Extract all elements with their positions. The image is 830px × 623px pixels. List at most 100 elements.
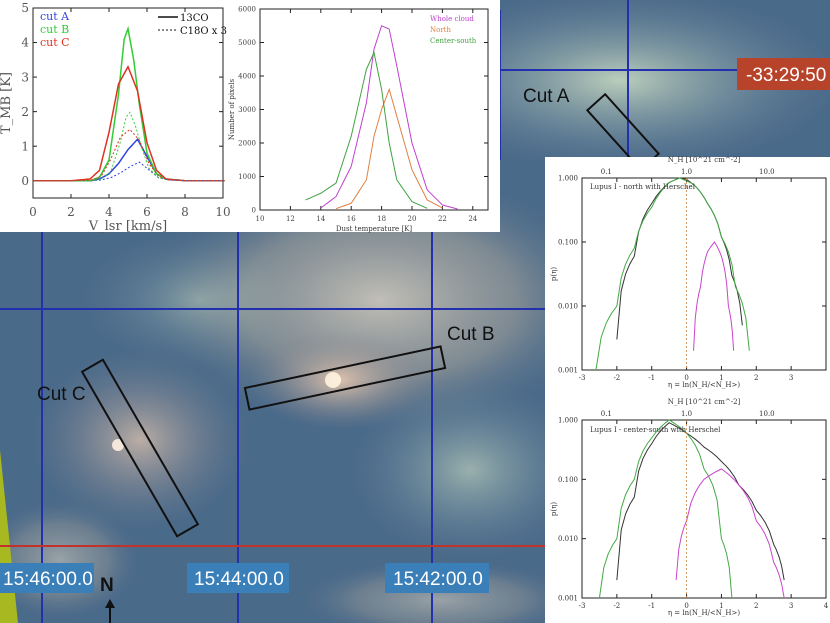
x-tick-label: -1 — [648, 374, 655, 382]
temperature-panel — [228, 0, 500, 232]
y-tick-label: 5 — [21, 1, 29, 15]
legend-3: Center-south — [430, 37, 477, 45]
x-tick-label: 12 — [286, 215, 295, 223]
x-axis-label: V_lsr [km/s] — [88, 219, 167, 234]
x-tick-label: 10 — [215, 205, 230, 219]
north-arrow-icon — [105, 599, 115, 623]
top-tick-label: 1.0 — [681, 410, 692, 418]
series-line-3 — [305, 50, 428, 209]
x-tick-label: 16 — [347, 215, 356, 223]
y-tick-label: 4000 — [238, 72, 256, 80]
x-tick-label: 2 — [67, 205, 75, 219]
y-tick-label: 1.000 — [558, 416, 578, 424]
x-tick-label: 14 — [316, 215, 325, 223]
ra-label-3: 15:42:00.0 — [393, 569, 483, 590]
y-axis-label: p(η) — [550, 502, 558, 516]
ra-label-2: 15:44:00.0 — [194, 569, 284, 590]
y-axis-label: Number of pixels — [228, 79, 236, 141]
cut-a-label: Cut A — [523, 86, 570, 107]
top-axis-label: N_H [10^21 cm^-2] — [668, 398, 741, 406]
y-axis-label: T_MB [K] — [0, 72, 14, 134]
y-tick-label: 3000 — [238, 106, 256, 114]
y-axis-label: p(η) — [550, 267, 558, 281]
x-tick-label: -3 — [579, 374, 586, 382]
c18o-line-2 — [34, 111, 225, 182]
plot-frame — [581, 177, 827, 371]
x-tick-label: 3 — [789, 602, 793, 610]
series-line-3 — [693, 241, 735, 351]
x-tick-label: 1 — [719, 602, 723, 610]
x-tick-label: 20 — [408, 215, 417, 223]
x-tick-label: 0 — [684, 602, 688, 610]
y-tick-label: 0 — [252, 206, 256, 214]
x-tick-label: 0 — [684, 374, 688, 382]
ra-label-box-3 — [385, 563, 489, 593]
legend-13co: 13CO — [180, 13, 209, 24]
x-tick-label: 4 — [824, 602, 829, 610]
x-axis-label: η = ln(N_H/<N_H>) — [668, 609, 741, 617]
y-tick-label: 1000 — [238, 173, 256, 181]
x-tick-label: 10 — [256, 215, 265, 223]
x-tick-label: -2 — [613, 602, 620, 610]
y-tick-label: 3 — [21, 70, 29, 84]
x-tick-label: -2 — [613, 374, 620, 382]
plot-frame — [32, 7, 224, 199]
legend-c18o: C18O x 3 — [180, 26, 227, 37]
y-tick-label: 1 — [21, 139, 29, 153]
top-tick-label: 0.1 — [601, 410, 612, 418]
x-axis-label: Dust temperature [K] — [336, 225, 412, 233]
pdf-title: Lupus I - north with Herschel — [590, 183, 696, 191]
series-line-1 — [320, 25, 458, 210]
legend-cut-1: cut A — [40, 10, 70, 23]
y-tick-label: 1.000 — [558, 174, 578, 182]
x-tick-label: 1 — [719, 374, 723, 382]
plot-frame — [581, 419, 827, 599]
x-tick-label: 24 — [468, 215, 477, 223]
y-tick-label: 0.010 — [558, 302, 578, 310]
y-tick-label: 0.001 — [558, 594, 578, 602]
y-tick-label: 0.010 — [558, 535, 578, 543]
legend-cut-2: cut B — [40, 23, 69, 36]
series-line-2 — [335, 87, 443, 210]
ra-label-1: 15:46:00.0 — [3, 569, 93, 590]
x-tick-label: 8 — [181, 205, 189, 219]
north-label: N — [100, 575, 114, 596]
x-tick-label: 4 — [105, 205, 113, 219]
y-tick-label: 0 — [21, 174, 29, 188]
x-tick-label: 2 — [754, 374, 758, 382]
pdf-panel — [545, 157, 830, 623]
cut-c-box — [80, 358, 200, 538]
dec-label-box — [737, 58, 830, 90]
y-tick-label: 0.100 — [558, 238, 578, 246]
x-tick-label: 18 — [377, 215, 386, 223]
legend-1: Whole cloud — [430, 15, 474, 23]
top-tick-label: 0.1 — [601, 168, 612, 176]
ra-label-box-2 — [187, 563, 289, 593]
x-tick-label: 0 — [29, 205, 37, 219]
x-tick-label: 2 — [754, 602, 758, 610]
series-line-2 — [595, 177, 750, 371]
spectra-panel — [0, 0, 228, 232]
top-tick-label: 10.0 — [759, 410, 775, 418]
y-tick-label: 2000 — [238, 139, 256, 147]
y-tick-label: 2 — [21, 105, 29, 119]
y-tick-label: 0.001 — [558, 366, 578, 374]
top-tick-label: 10.0 — [759, 168, 775, 176]
series-line-1 — [616, 422, 785, 581]
x-tick-label: -1 — [648, 602, 655, 610]
c18o-line-3 — [34, 128, 225, 182]
top-axis-label: N_H [10^21 cm^-2] — [668, 156, 741, 164]
cut-c-label: Cut C — [37, 384, 86, 405]
y-tick-label: 4 — [21, 36, 29, 50]
x-axis-label: η = ln(N_H/<N_H>) — [668, 381, 741, 389]
x-tick-label: 22 — [438, 215, 447, 223]
legend-2: North — [430, 26, 451, 34]
top-tick-label: 1.0 — [681, 168, 692, 176]
y-tick-label: 5000 — [238, 39, 256, 47]
ra-label-box-1 — [0, 563, 94, 593]
x-tick-label: 6 — [143, 205, 151, 219]
